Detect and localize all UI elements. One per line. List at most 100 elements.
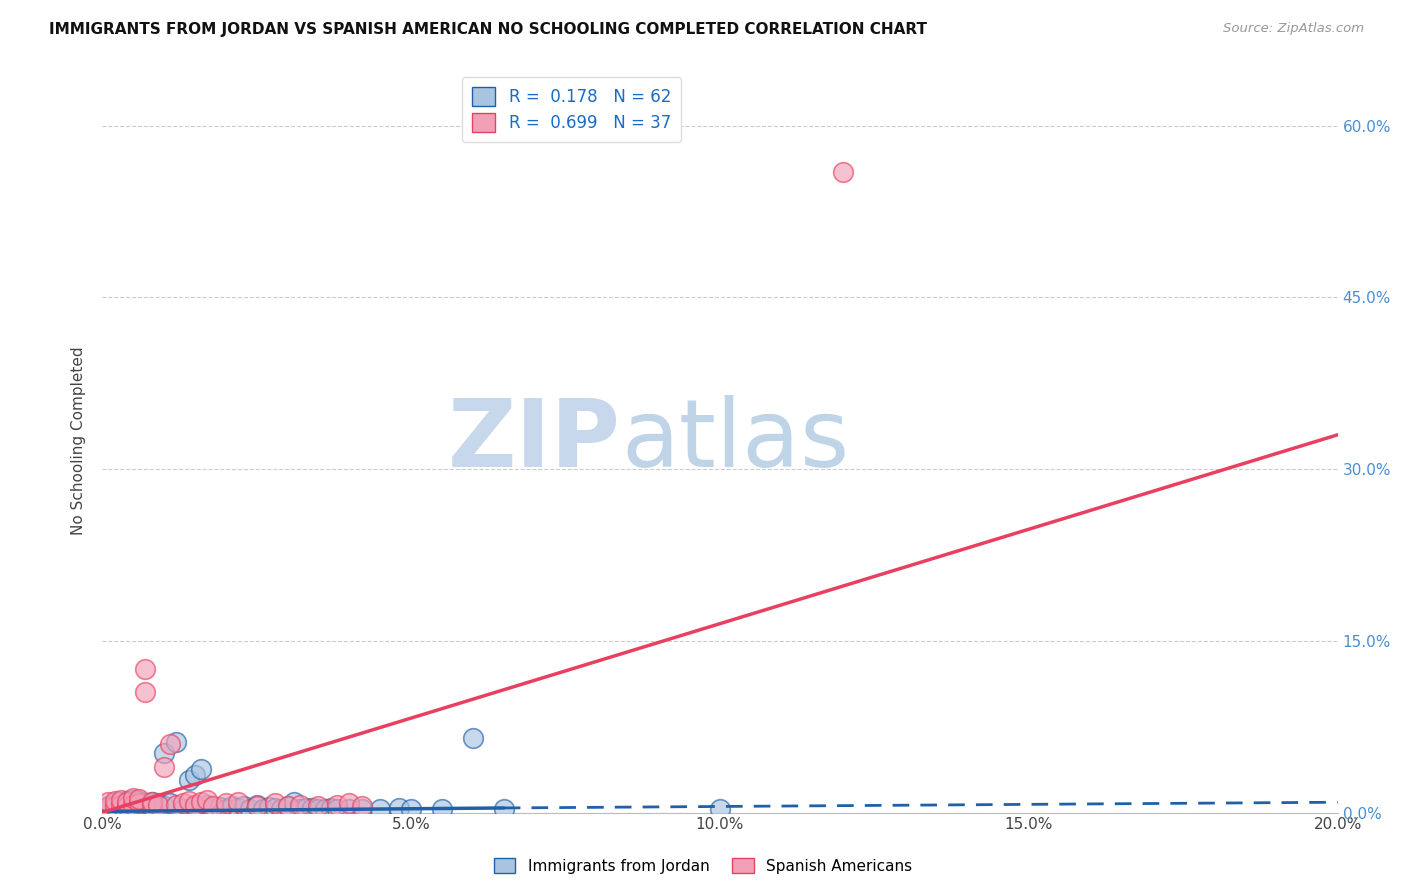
Point — [110, 802, 132, 816]
Point — [110, 798, 132, 813]
Point — [215, 797, 238, 811]
Point — [153, 760, 176, 774]
Point — [337, 797, 360, 811]
Point — [246, 797, 269, 812]
Point — [276, 798, 298, 813]
Text: IMMIGRANTS FROM JORDAN VS SPANISH AMERICAN NO SCHOOLING COMPLETED CORRELATION CH: IMMIGRANTS FROM JORDAN VS SPANISH AMERIC… — [49, 22, 927, 37]
Point — [115, 798, 138, 813]
Point — [165, 797, 187, 812]
Point — [128, 801, 150, 815]
Point — [128, 797, 150, 812]
Point — [215, 802, 238, 816]
Legend: R =  0.178   N = 62, R =  0.699   N = 37: R = 0.178 N = 62, R = 0.699 N = 37 — [463, 77, 681, 142]
Point — [492, 802, 515, 816]
Point — [97, 795, 120, 809]
Point — [177, 773, 200, 788]
Point — [122, 802, 145, 816]
Point — [97, 798, 120, 813]
Point — [134, 797, 156, 811]
Text: Source: ZipAtlas.com: Source: ZipAtlas.com — [1223, 22, 1364, 36]
Point — [264, 801, 287, 815]
Point — [184, 800, 207, 814]
Point — [177, 794, 200, 808]
Point — [115, 794, 138, 808]
Point — [226, 795, 249, 809]
Point — [368, 802, 391, 816]
Point — [110, 793, 132, 807]
Point — [195, 793, 218, 807]
Point — [270, 802, 292, 816]
Point — [461, 731, 484, 746]
Point — [399, 802, 422, 816]
Point — [430, 802, 453, 816]
Point — [153, 746, 176, 760]
Point — [202, 798, 225, 813]
Point — [184, 768, 207, 782]
Point — [128, 792, 150, 806]
Point — [115, 795, 138, 809]
Point — [350, 798, 373, 813]
Point — [226, 801, 249, 815]
Point — [141, 800, 163, 814]
Point — [350, 802, 373, 816]
Legend: Immigrants from Jordan, Spanish Americans: Immigrants from Jordan, Spanish American… — [488, 852, 918, 880]
Point — [301, 801, 323, 815]
Point — [283, 795, 305, 809]
Point — [314, 802, 336, 816]
Point — [146, 797, 169, 811]
Point — [832, 164, 855, 178]
Point — [172, 797, 194, 811]
Point — [134, 685, 156, 699]
Point — [122, 793, 145, 807]
Point — [141, 798, 163, 813]
Point — [146, 801, 169, 815]
Point — [184, 797, 207, 812]
Point — [159, 797, 181, 811]
Point — [195, 797, 218, 812]
Point — [246, 798, 269, 813]
Point — [276, 798, 298, 813]
Point — [159, 737, 181, 751]
Point — [122, 798, 145, 813]
Point — [97, 800, 120, 814]
Point — [146, 797, 169, 812]
Point — [110, 797, 132, 812]
Point — [103, 797, 125, 811]
Point — [141, 795, 163, 809]
Point — [202, 802, 225, 816]
Point — [295, 801, 318, 815]
Point — [307, 798, 329, 813]
Y-axis label: No Schooling Completed: No Schooling Completed — [72, 346, 86, 535]
Point — [326, 797, 349, 812]
Point — [141, 795, 163, 809]
Point — [110, 795, 132, 809]
Point — [97, 802, 120, 816]
Point — [103, 794, 125, 808]
Point — [128, 797, 150, 811]
Point — [288, 797, 311, 812]
Point — [252, 802, 274, 816]
Point — [208, 800, 231, 814]
Point — [709, 802, 731, 816]
Point — [134, 801, 156, 815]
Point — [190, 762, 212, 776]
Point — [239, 802, 262, 816]
Point — [221, 798, 243, 813]
Point — [122, 790, 145, 805]
Point — [103, 798, 125, 813]
Point — [337, 802, 360, 816]
Point — [115, 801, 138, 815]
Point — [264, 797, 287, 811]
Point — [128, 794, 150, 808]
Point — [172, 802, 194, 816]
Text: atlas: atlas — [621, 394, 849, 486]
Point — [134, 663, 156, 677]
Point — [388, 801, 411, 815]
Point — [257, 800, 280, 814]
Point — [288, 802, 311, 816]
Point — [115, 797, 138, 812]
Text: ZIP: ZIP — [449, 394, 621, 486]
Point — [122, 797, 145, 812]
Point — [319, 801, 342, 815]
Point — [326, 802, 349, 816]
